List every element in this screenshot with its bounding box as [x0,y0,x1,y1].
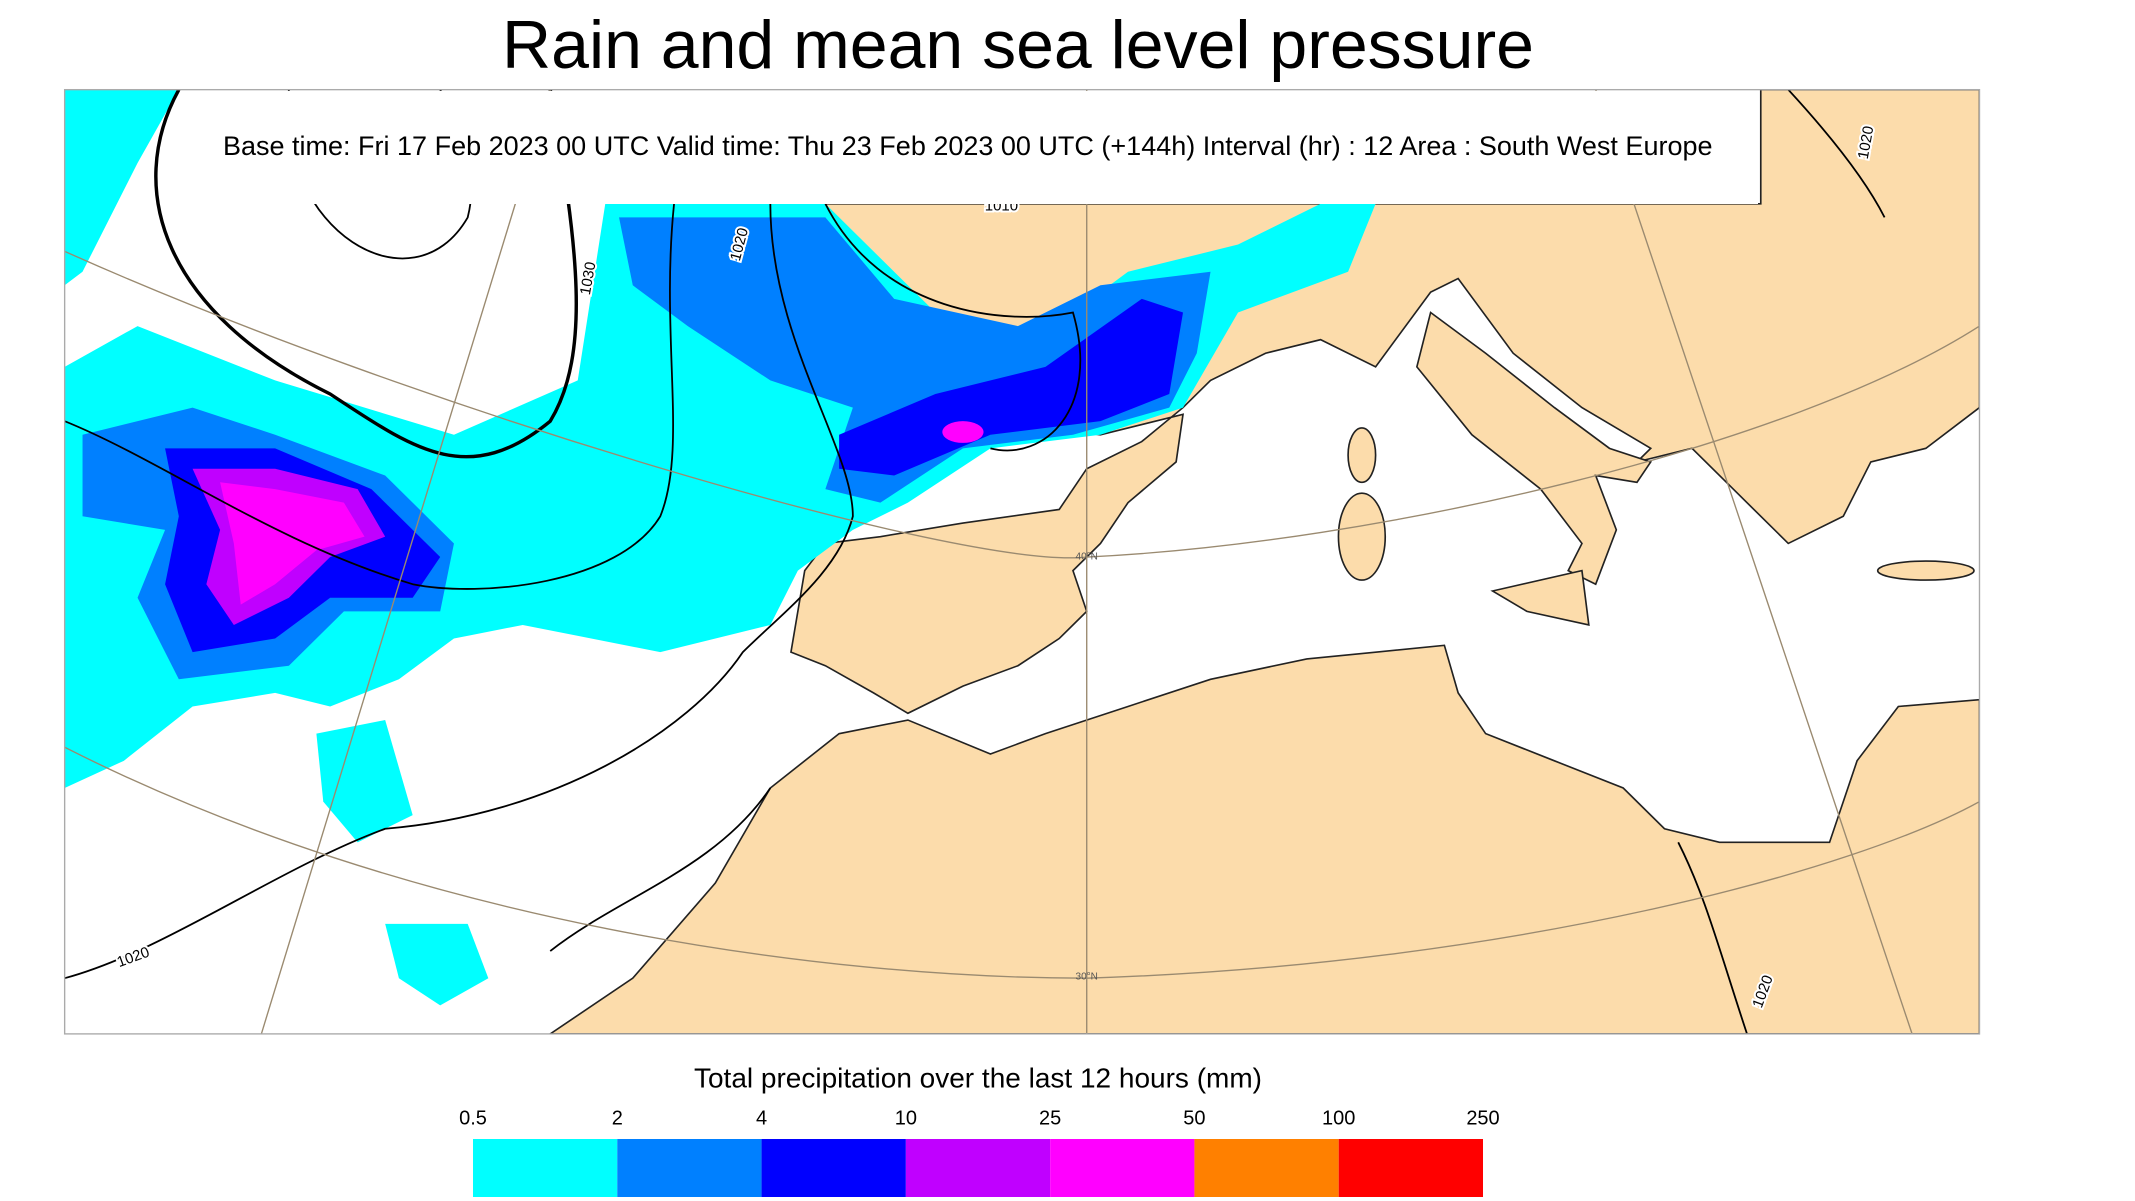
legend-tick-label: 4 [756,1107,767,1129]
title: Rain and mean sea level pressure [502,7,1534,83]
legend-swatch [1338,1139,1483,1197]
legend-tick-label: 10 [895,1107,917,1129]
isobars [64,89,1886,1034]
legend-swatch [1050,1139,1195,1197]
legend-tick-label: 50 [1183,1107,1205,1129]
legend-swatch [617,1139,762,1197]
legend-swatch [1194,1139,1339,1197]
legend-swatch [905,1139,1051,1197]
latitude-label: 40°N [1076,552,1098,563]
map [63,88,1981,1035]
legend-swatch [761,1139,906,1197]
map-frame [63,88,1981,1035]
latitude-label: 30°N [1076,971,1098,982]
legend-tick-label: 2 [612,1107,623,1129]
legend-tick-label: 0.5 [459,1107,487,1129]
legend-title: Total precipitation over the last 12 hou… [694,1062,1262,1093]
legend-tick-label: 250 [1466,1107,1499,1129]
land [548,89,1980,1034]
precipitation [64,89,1376,1006]
legend-swatch [473,1139,618,1197]
info-box: Base time: Fri 17 Feb 2023 00 UTC Valid … [193,91,1758,204]
legend-tick-label: 25 [1039,1107,1061,1129]
legend-tick-label: 100 [1322,1107,1355,1129]
graticule [64,89,1980,1034]
